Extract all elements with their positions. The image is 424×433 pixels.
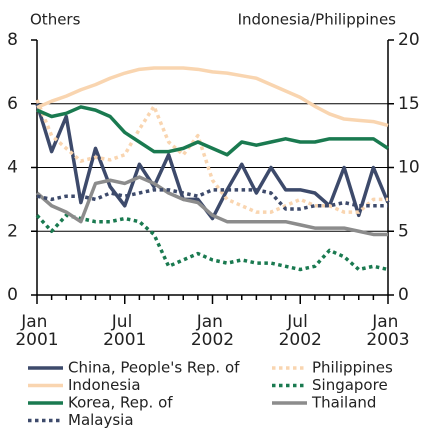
legend-label: Philippines xyxy=(312,359,393,377)
series-line xyxy=(36,66,389,128)
legend-label: Indonesia xyxy=(68,376,141,394)
y2-axis-title: Indonesia/Philippines xyxy=(238,11,397,29)
y2-tick-label: 10 xyxy=(398,158,420,178)
x-tick-label: Jan 2002 xyxy=(191,312,234,350)
y-tick-label: 2 xyxy=(7,221,18,241)
series-line xyxy=(35,213,389,272)
series-line xyxy=(36,105,389,157)
legend-label: Malaysia xyxy=(68,411,134,429)
x-tick-label: Jul 2002 xyxy=(279,312,322,350)
y2-tick-label: 0 xyxy=(398,285,409,305)
y-tick-label: 8 xyxy=(7,30,18,50)
y2-tick-label: 15 xyxy=(398,94,420,114)
legend-label: Korea, Rep. of xyxy=(68,394,173,412)
series-line xyxy=(35,99,388,214)
legend-label: China, People's Rep. of xyxy=(68,359,240,377)
y2-tick-label: 20 xyxy=(398,30,420,50)
series-line xyxy=(35,175,388,237)
legend-label: Thailand xyxy=(311,394,376,412)
y-axis-title: Others xyxy=(30,11,81,29)
y-tick-label: 6 xyxy=(7,94,18,114)
y-tick-label: 4 xyxy=(7,158,18,178)
legend-label: Singapore xyxy=(312,376,388,394)
y2-tick-label: 5 xyxy=(398,221,409,241)
x-tick-label: Jan 2001 xyxy=(15,312,58,350)
x-tick-label: Jul 2001 xyxy=(103,312,146,350)
y-tick-label: 0 xyxy=(7,285,18,305)
x-tick-label: Jan 2003 xyxy=(366,312,409,350)
